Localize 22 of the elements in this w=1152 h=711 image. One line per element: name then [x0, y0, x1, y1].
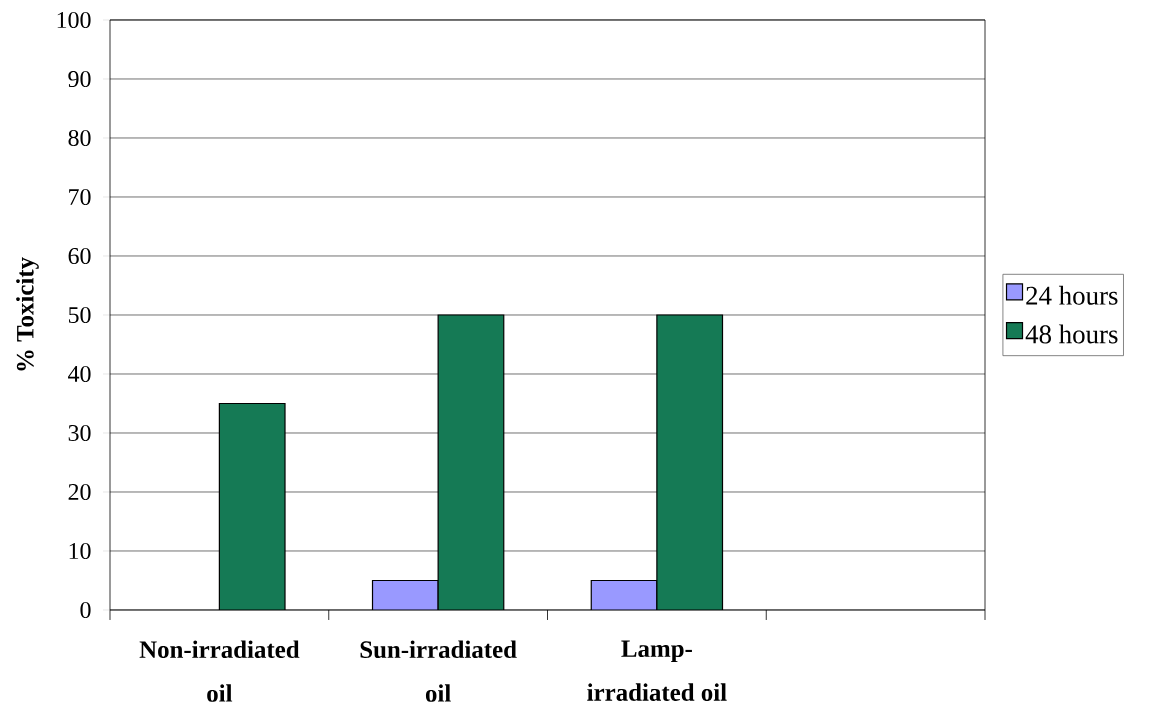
y-tick-label: 30 — [68, 424, 91, 442]
y-tick-label: 0 — [80, 601, 91, 619]
x-tick-label: Lamp-irradiated oil — [587, 640, 727, 701]
y-tick-label: 50 — [68, 306, 91, 324]
y-axis-title: % Toxicity — [16, 257, 39, 371]
y-tick-label: 100 — [57, 11, 91, 29]
x-tick-label: Non-irradiated oil — [139, 640, 300, 702]
y-tick-label: 10 — [69, 542, 91, 560]
bar — [218, 402, 286, 610]
y-tick-label: 60 — [68, 247, 91, 265]
y-tick-label: 20 — [68, 483, 91, 501]
y-tick-label: 90 — [68, 70, 91, 88]
x-tick-label: Sun-irradiated oil — [360, 640, 517, 702]
y-tick-label: 80 — [68, 129, 91, 147]
bar — [371, 579, 439, 610]
y-tick-label: 70 — [69, 188, 91, 206]
bar — [590, 579, 658, 610]
bar — [656, 314, 724, 610]
bar — [437, 314, 505, 610]
y-tick-label: 40 — [68, 365, 91, 383]
legend-label: 24 hours — [1026, 285, 1118, 305]
legend-label: 48 hours — [1025, 324, 1118, 344]
